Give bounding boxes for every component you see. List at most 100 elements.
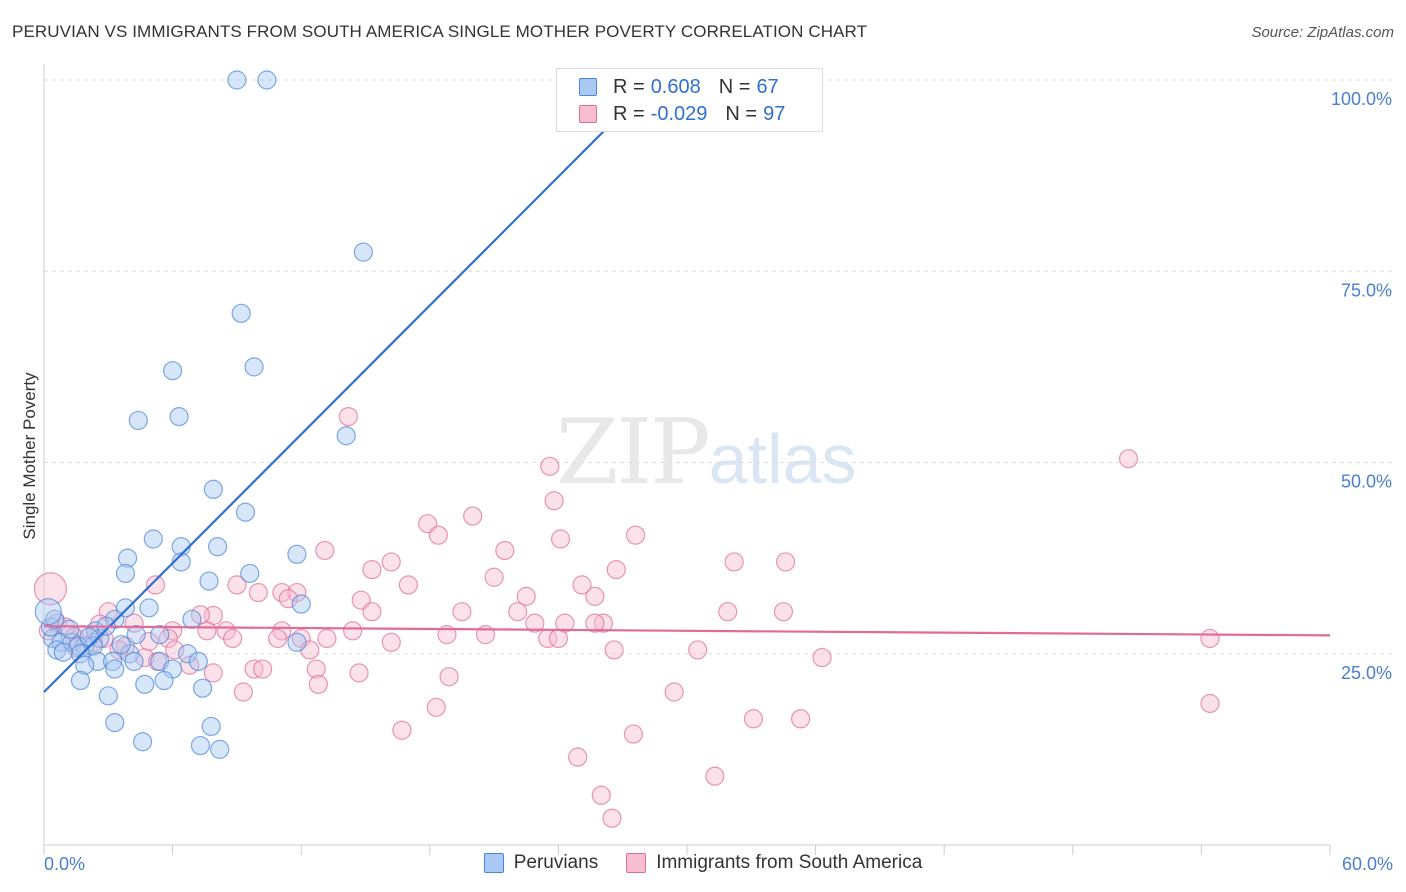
series-legend-immigrants[interactable]: Immigrants from South America <box>626 852 922 874</box>
point-peruvians <box>190 735 211 756</box>
point-peruvians <box>178 644 198 664</box>
y-tick-label: 25.0% <box>1341 663 1392 683</box>
trendline-immigrants <box>43 625 1331 637</box>
point-immigrants <box>688 640 708 660</box>
point-immigrants <box>317 628 337 649</box>
point-immigrants <box>1200 693 1220 714</box>
point-immigrants <box>790 709 811 729</box>
point-peruvians <box>34 598 62 626</box>
point-immigrants <box>381 632 401 652</box>
point-immigrants <box>585 613 605 633</box>
point-immigrants <box>508 602 528 622</box>
point-peruvians <box>257 70 277 90</box>
legend-n-label: N = <box>718 75 751 98</box>
point-immigrants <box>439 667 459 687</box>
series-legend: Peruvians Immigrants from South America <box>0 852 1406 874</box>
point-immigrants <box>197 621 217 641</box>
point-immigrants <box>306 659 326 679</box>
point-peruvians <box>70 644 91 664</box>
legend-swatch-immigrants <box>579 105 597 123</box>
point-immigrants <box>343 621 363 641</box>
y-tick-label: 75.0% <box>1341 280 1392 300</box>
series-label-peruvians: Peruvians <box>513 852 599 873</box>
point-immigrants <box>540 456 560 476</box>
point-peruvians <box>98 686 118 706</box>
series-legend-peruvians[interactable]: Peruvians <box>483 852 599 874</box>
point-peruvians <box>143 529 163 549</box>
y-tick-label: 50.0% <box>1341 472 1392 492</box>
point-peruvians <box>182 609 202 629</box>
point-immigrants <box>203 663 223 683</box>
point-immigrants <box>1200 628 1220 649</box>
point-peruvians <box>117 548 138 568</box>
point-peruvians <box>240 563 260 584</box>
point-immigrants <box>591 785 611 805</box>
point-immigrants <box>664 682 684 702</box>
watermark: ZIPatlas <box>556 400 857 505</box>
point-peruvians <box>139 598 159 618</box>
point-peruvians <box>291 594 311 614</box>
point-peruvians <box>210 739 230 759</box>
point-immigrants <box>812 647 832 668</box>
point-immigrants <box>623 724 644 744</box>
legend-swatch-peruvians <box>579 78 597 96</box>
point-peruvians <box>115 563 136 584</box>
y-tick-label: 100.0% <box>1331 89 1392 109</box>
point-immigrants <box>278 589 298 609</box>
point-peruvians <box>199 571 219 591</box>
point-peruvians <box>128 410 148 431</box>
point-peruvians <box>105 659 125 679</box>
x-tick-label: 0.0% <box>44 854 85 874</box>
point-immigrants <box>1118 449 1139 469</box>
point-immigrants <box>362 602 382 622</box>
point-immigrants <box>743 709 764 729</box>
point-immigrants <box>548 628 569 649</box>
point-immigrants <box>426 697 446 717</box>
point-immigrants <box>484 567 504 587</box>
point-immigrants <box>452 602 472 622</box>
point-peruvians <box>188 651 208 672</box>
point-peruvians <box>87 651 108 672</box>
point-immigrants <box>338 407 358 427</box>
point-immigrants <box>773 602 794 622</box>
point-peruvians <box>45 609 65 629</box>
point-immigrants <box>585 586 605 606</box>
series-swatch-peruvians <box>483 853 504 873</box>
legend-r-value: 0.608 <box>650 75 701 98</box>
x-tick-label: 60.0% <box>1342 854 1393 874</box>
point-peruvians <box>154 670 174 691</box>
point-peruvians <box>287 632 307 652</box>
point-immigrants <box>362 559 382 580</box>
point-immigrants <box>550 529 571 549</box>
point-peruvians <box>105 712 125 733</box>
chart-title: PERUVIAN VS IMMIGRANTS FROM SOUTH AMERIC… <box>12 22 868 41</box>
point-immigrants <box>145 575 166 595</box>
point-immigrants <box>516 586 536 606</box>
point-peruvians <box>163 361 183 381</box>
point-peruvians <box>124 651 144 672</box>
point-immigrants <box>233 682 253 702</box>
legend-r-value: -0.029 <box>650 102 708 125</box>
legend-n-label: N = <box>725 102 758 125</box>
point-peruvians <box>126 625 146 645</box>
point-immigrants <box>216 621 236 641</box>
legend-row-peruvians: R = 0.608 N = 67 <box>579 74 779 100</box>
point-immigrants <box>315 540 335 561</box>
legend-r-label: R = <box>613 102 645 125</box>
point-immigrants <box>495 540 515 561</box>
point-peruvians <box>244 357 264 377</box>
point-immigrants <box>33 572 68 606</box>
point-immigrants <box>349 663 369 683</box>
point-peruvians <box>235 502 256 522</box>
point-immigrants <box>268 628 288 649</box>
point-immigrants <box>724 552 744 572</box>
point-peruvians <box>353 242 373 262</box>
legend-row-immigrants: R = -0.029 N = 97 <box>579 101 785 127</box>
trendline-peruvians <box>43 79 656 693</box>
point-immigrants <box>718 602 738 622</box>
point-peruvians <box>111 634 131 655</box>
point-immigrants <box>190 605 211 625</box>
watermark-atlas: atlas <box>708 420 857 498</box>
point-immigrants <box>572 575 592 595</box>
